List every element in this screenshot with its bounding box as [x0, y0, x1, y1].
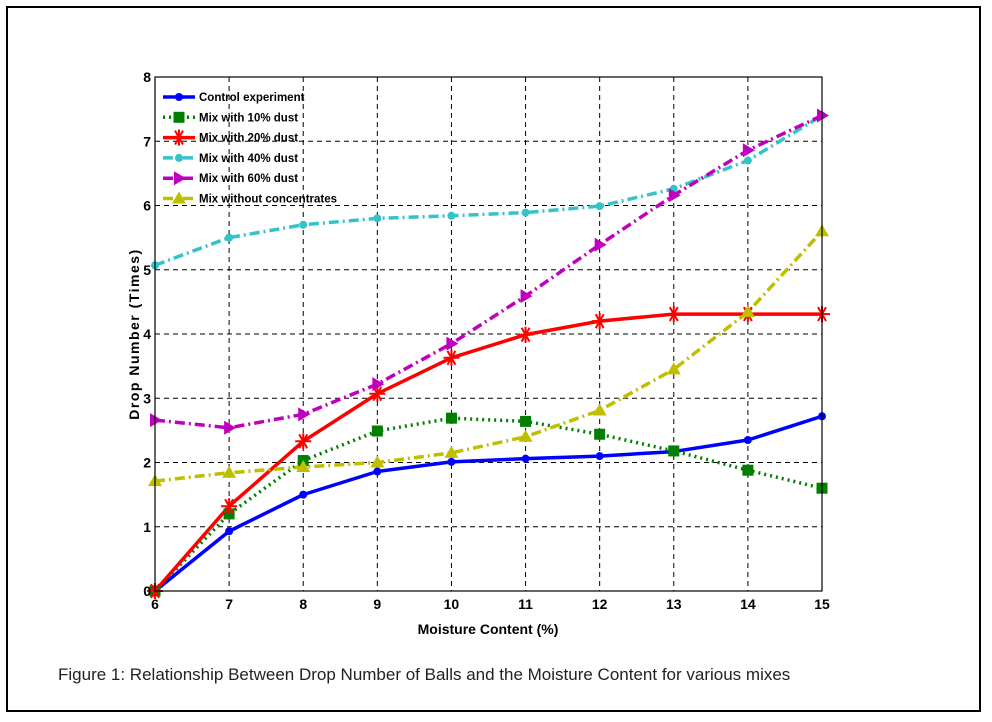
legend: Control experiment Mix with 10% dust Mix w… [163, 92, 337, 206]
legend-marker [175, 153, 183, 162]
legend-label: Mix with 10% dust [199, 112, 298, 124]
grid [155, 77, 822, 591]
legend-label: Control experiment [199, 92, 305, 104]
data-point-series-5 [817, 108, 829, 123]
data-point-series-1 [595, 452, 604, 461]
data-point-series-5 [668, 188, 681, 203]
data-point-series-6 [370, 455, 385, 468]
x-axis-label: Moisture Content (%) [418, 621, 559, 637]
data-point-series-1 [743, 436, 752, 445]
data-point-series-1 [299, 490, 308, 499]
data-point-series-3 [665, 306, 682, 323]
series-line-5 [154, 113, 823, 430]
data-point-series-6 [592, 403, 607, 416]
data-point-series-5 [150, 413, 162, 428]
x-tick-label: 15 [814, 596, 830, 612]
y-tick-label: 3 [143, 390, 151, 406]
data-point-series-5 [594, 237, 607, 252]
data-point-series-5 [298, 407, 311, 422]
data-point-series-4 [521, 208, 530, 217]
y-tick-label: 0 [143, 583, 151, 599]
series-line-2 [153, 416, 823, 593]
x-tick-label: 13 [666, 596, 682, 612]
y-axis-label: Drop Number (Times) [126, 248, 142, 419]
data-point-series-5 [446, 336, 459, 351]
data-point-series-3 [591, 313, 608, 330]
legend-marker [171, 129, 187, 146]
data-point-series-6 [740, 305, 755, 318]
data-point-series-2 [742, 464, 754, 476]
data-point-series-1 [373, 467, 382, 476]
legend-marker [172, 191, 186, 204]
data-point-series-3 [221, 498, 238, 515]
x-tick-label: 7 [225, 596, 233, 612]
series-line-3 [153, 312, 822, 593]
legend-label: Mix with 60% dust [199, 173, 298, 185]
data-point-series-4 [595, 202, 604, 211]
data-point-series-2 [371, 425, 383, 437]
data-point-series-3 [517, 326, 534, 343]
data-point-series-4 [299, 220, 308, 229]
plot-border [154, 76, 823, 592]
data-point-series-1 [521, 454, 530, 463]
data-point-series-3 [295, 433, 312, 450]
data-point-series-4 [743, 156, 752, 165]
data-point-series-1 [225, 527, 234, 536]
data-point-series-1 [447, 457, 456, 466]
legend-label: Mix without concentrates [199, 194, 337, 206]
x-tick-label: 8 [299, 596, 307, 612]
y-tick-label: 5 [143, 262, 151, 278]
figure-caption: Figure 1: Relationship Between Drop Numb… [58, 665, 790, 684]
y-tick-label: 8 [143, 69, 151, 85]
x-tick-label: 11 [518, 596, 533, 612]
y-tick-label: 1 [143, 519, 151, 535]
x-tick-label: 9 [373, 596, 381, 612]
data-point-series-4 [225, 233, 234, 242]
data-point-series-6 [296, 459, 311, 472]
data-point-series-2 [445, 412, 457, 424]
data-point-series-4 [373, 214, 382, 223]
legend-marker [174, 171, 186, 186]
series-line-1 [153, 414, 823, 593]
x-tick-label: 12 [592, 596, 608, 612]
data-point-series-5 [742, 143, 755, 158]
x-tick-label: 6 [151, 596, 159, 612]
x-tick-label: 14 [740, 596, 756, 612]
legend-label: Mix with 40% dust [199, 153, 298, 165]
y-tick-label: 4 [143, 326, 151, 342]
data-point-series-2 [668, 445, 680, 457]
data-point-series-2 [520, 415, 532, 427]
x-tick-label: 10 [444, 596, 460, 612]
legend-label: Mix with 20% dust [199, 133, 298, 145]
y-tick-label: 2 [143, 455, 151, 471]
data-point-series-2 [594, 428, 606, 440]
y-tick-label: 6 [143, 198, 151, 214]
data-point-series-6 [444, 445, 459, 458]
data-point-series-6 [222, 465, 237, 478]
data-point-series-3 [443, 349, 460, 366]
data-point-series-6 [666, 362, 681, 375]
data-point-series-5 [520, 289, 533, 304]
legend-marker [175, 93, 183, 101]
y-tick-label: 7 [143, 133, 151, 149]
series-lines [153, 113, 824, 593]
data-point-series-5 [372, 377, 385, 392]
data-point-series-6 [518, 429, 533, 442]
data-point-series-5 [224, 420, 237, 435]
series-line-6 [154, 230, 824, 483]
legend-marker [173, 111, 185, 123]
data-point-series-4 [447, 211, 456, 220]
